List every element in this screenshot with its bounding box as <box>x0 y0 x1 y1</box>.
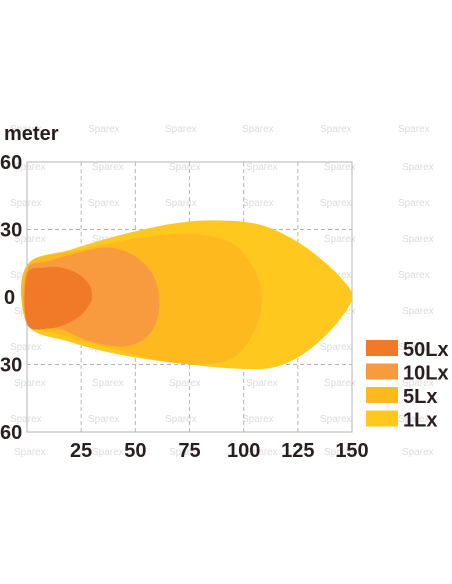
x-tick-label: 125 <box>281 440 314 462</box>
watermark-text: Sparex <box>165 124 197 135</box>
watermark-text: Sparex <box>398 270 430 281</box>
watermark-text: Sparex <box>402 378 434 389</box>
watermark-text: Sparex <box>14 234 46 245</box>
watermark-text: Sparex <box>242 414 274 425</box>
watermark-text: Sparex <box>14 162 46 173</box>
x-tick-label: 150 <box>335 440 368 462</box>
watermark-text: Sparex <box>88 414 120 425</box>
watermark-text: Sparex <box>324 162 356 173</box>
watermark-text: Sparex <box>402 306 434 317</box>
x-tick-label: 25 <box>70 440 92 462</box>
watermark-text: Sparex <box>10 414 42 425</box>
legend-label-50lx: 50Lx <box>403 339 449 361</box>
y-tick-label: 0 <box>4 287 15 309</box>
legend-label-10lx: 10Lx <box>403 363 449 385</box>
watermark-text: Sparex <box>165 198 197 209</box>
watermark-text: Sparex <box>320 342 352 353</box>
x-tick-labels: 25 50 75 100 125 150 <box>70 440 369 462</box>
watermark-text: Sparex <box>398 414 430 425</box>
watermark-text: Sparex <box>165 414 197 425</box>
legend-swatch-50lx <box>366 340 398 356</box>
x-tick-label: 100 <box>227 440 260 462</box>
legend-label-5lx: 5Lx <box>403 386 437 408</box>
watermark-text: Sparex <box>398 342 430 353</box>
watermark-text: Sparex <box>320 198 352 209</box>
watermark-text: Sparex <box>324 234 356 245</box>
watermark-text: Sparex <box>14 447 46 458</box>
legend-swatch-1lx <box>366 410 398 427</box>
watermark-text: Sparex <box>320 414 352 425</box>
y-axis-unit-label: meter <box>4 123 59 145</box>
y-tick-label: 60 <box>0 422 22 444</box>
watermark-text: Sparex <box>10 124 42 135</box>
watermark-text: Sparex <box>169 162 201 173</box>
watermark-text: Sparex <box>92 162 124 173</box>
watermark-text: Sparex <box>402 162 434 173</box>
watermark-text: Sparex <box>92 447 124 458</box>
watermark-text: Sparex <box>88 124 120 135</box>
watermark-text: Sparex <box>10 342 42 353</box>
watermark-text: Sparex <box>242 124 274 135</box>
y-tick-label: 30 <box>0 355 22 377</box>
x-tick-label: 50 <box>124 440 146 462</box>
watermark-text: Sparex <box>14 378 46 389</box>
legend-swatch-10lx <box>366 363 398 380</box>
watermark-text: Sparex <box>88 198 120 209</box>
watermark-text: Sparex <box>246 378 278 389</box>
beam-areas <box>20 220 352 370</box>
watermark-text: Sparex <box>398 198 430 209</box>
watermark-text: Sparex <box>402 447 434 458</box>
watermark-text: Sparex <box>324 447 356 458</box>
watermark-text: Sparex <box>246 447 278 458</box>
legend-swatch-5lx <box>366 387 398 403</box>
watermark-text: Sparex <box>246 162 278 173</box>
y-tick-labels: 60 30 0 30 60 <box>0 152 22 444</box>
watermark-text: Sparex <box>169 378 201 389</box>
y-tick-label: 30 <box>0 220 22 242</box>
beam-area-50lx <box>24 266 92 330</box>
watermark-text: Sparex <box>10 198 42 209</box>
x-tick-label: 75 <box>178 440 200 462</box>
y-tick-label: 60 <box>0 152 22 174</box>
watermark-text: Sparex <box>169 447 201 458</box>
watermark-text: Sparex <box>402 234 434 245</box>
watermark-text: Sparex <box>242 198 274 209</box>
watermark-text: Sparex <box>398 124 430 135</box>
legend-label-1lx: 1Lx <box>403 410 437 432</box>
watermark-text: Sparex <box>324 378 356 389</box>
watermark-text: Sparex <box>92 378 124 389</box>
watermark-text: Sparex <box>320 124 352 135</box>
